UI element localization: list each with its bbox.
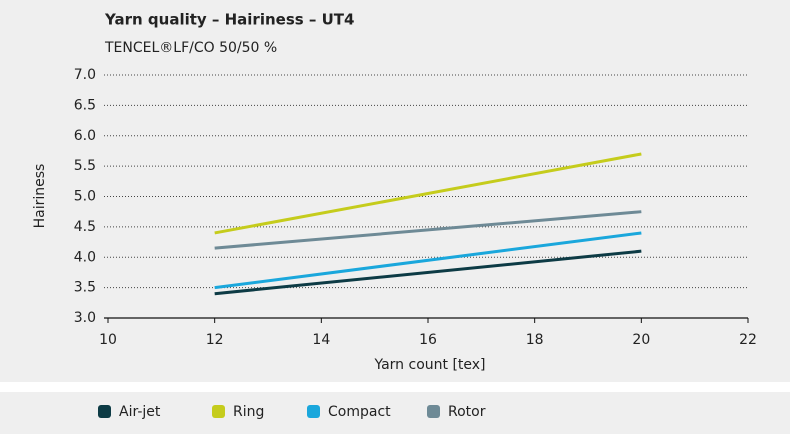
x-tick-label: 16 — [419, 332, 437, 348]
x-tick-label: 12 — [206, 332, 224, 348]
y-tick-label: 5.0 — [74, 189, 96, 205]
x-tick-label: 14 — [312, 332, 330, 348]
legend-label: Rotor — [448, 404, 486, 420]
y-tick-label: 6.5 — [74, 97, 96, 113]
legend-label: Compact — [328, 404, 391, 420]
x-axis-label: Yarn count [tex] — [373, 357, 485, 373]
y-tick-label: 3.5 — [74, 280, 96, 296]
legend-panel — [0, 392, 790, 434]
chart-subtitle: TENCEL®LF/CO 50/50 % — [104, 40, 277, 56]
series-line — [214, 152, 642, 235]
y-tick-label: 6.0 — [74, 128, 96, 144]
y-tick-label: 4.5 — [74, 219, 96, 235]
series-line — [214, 231, 642, 290]
legend-swatch — [212, 405, 225, 418]
series-line — [214, 210, 642, 250]
legend-swatch — [307, 405, 320, 418]
x-tick-label: 20 — [632, 332, 650, 348]
x-tick-label: 10 — [99, 332, 117, 348]
y-tick-label: 5.5 — [74, 158, 96, 174]
y-tick-label: 4.0 — [74, 249, 96, 265]
chart-panel — [0, 0, 790, 382]
y-axis-label: Hairiness — [32, 164, 48, 229]
chart-title: Yarn quality – Hairiness – UT4 — [104, 11, 354, 29]
x-tick-label: 18 — [526, 332, 544, 348]
legend-swatch — [98, 405, 111, 418]
legend-swatch — [427, 405, 440, 418]
y-tick-label: 3.0 — [74, 310, 96, 326]
x-tick-label: 22 — [739, 332, 757, 348]
series-line — [214, 249, 642, 296]
legend-label: Air-jet — [119, 404, 161, 420]
legend-label: Ring — [233, 404, 264, 420]
y-tick-label: 7.0 — [74, 67, 96, 83]
